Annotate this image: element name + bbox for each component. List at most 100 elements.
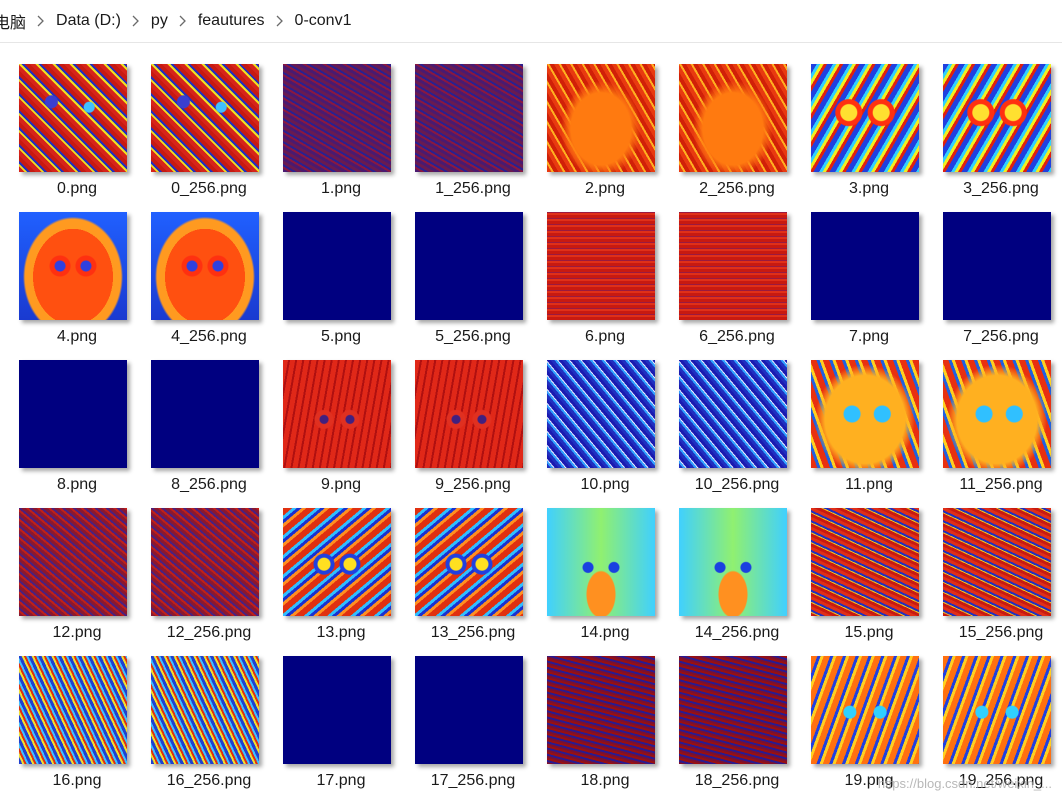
file-item[interactable]: 6.png bbox=[528, 190, 660, 345]
chevron-right-icon[interactable] bbox=[121, 15, 151, 27]
file-thumbnail[interactable] bbox=[19, 212, 127, 320]
file-thumbnail[interactable] bbox=[283, 508, 391, 616]
file-name-label[interactable]: 8.png bbox=[56, 476, 98, 493]
file-name-label[interactable]: 6.png bbox=[584, 328, 626, 345]
file-name-label[interactable]: 9_256.png bbox=[435, 476, 511, 493]
chevron-right-icon[interactable] bbox=[168, 15, 198, 27]
file-name-label[interactable]: 12.png bbox=[52, 624, 102, 641]
file-thumbnail[interactable] bbox=[943, 508, 1051, 616]
breadcrumb-item-current[interactable]: 0-conv1 bbox=[294, 12, 352, 29]
file-name-label[interactable]: 0_256.png bbox=[171, 180, 247, 197]
file-thumbnail[interactable] bbox=[415, 656, 523, 764]
breadcrumb-item-pc[interactable]: 电脑 bbox=[0, 15, 27, 32]
file-name-label[interactable]: 7_256.png bbox=[963, 328, 1039, 345]
file-item[interactable]: 11_256.png bbox=[924, 338, 1056, 493]
file-name-label[interactable]: 10_256.png bbox=[694, 476, 780, 493]
file-thumbnail[interactable] bbox=[151, 64, 259, 172]
file-item[interactable]: 2.png bbox=[528, 42, 660, 197]
file-thumbnail[interactable] bbox=[19, 508, 127, 616]
file-thumbnail[interactable] bbox=[19, 360, 127, 468]
file-thumbnail[interactable] bbox=[151, 656, 259, 764]
file-thumbnail[interactable] bbox=[547, 212, 655, 320]
file-item[interactable]: 17_256.png bbox=[396, 634, 528, 789]
file-item[interactable]: 18.png bbox=[528, 634, 660, 789]
chevron-right-icon[interactable] bbox=[265, 15, 295, 27]
file-thumbnail[interactable] bbox=[943, 656, 1051, 764]
file-item[interactable]: 18_256.png bbox=[660, 634, 792, 789]
address-bar[interactable]: 电脑 Data (D:) py feautures 0-conv1 bbox=[0, 0, 1062, 43]
file-thumbnail[interactable] bbox=[547, 656, 655, 764]
file-name-label[interactable]: 3.png bbox=[848, 180, 890, 197]
file-name-label[interactable]: 1.png bbox=[320, 180, 362, 197]
file-thumbnail[interactable] bbox=[283, 656, 391, 764]
file-name-label[interactable]: 17.png bbox=[316, 772, 366, 789]
file-name-label[interactable]: 19.png bbox=[844, 772, 894, 789]
file-thumbnail[interactable] bbox=[811, 64, 919, 172]
chevron-right-icon[interactable] bbox=[26, 15, 56, 27]
file-name-label[interactable]: 11.png bbox=[845, 476, 893, 493]
file-item[interactable]: 9.png bbox=[264, 338, 396, 493]
file-item[interactable]: 1_256.png bbox=[396, 42, 528, 197]
file-thumbnail[interactable] bbox=[679, 212, 787, 320]
file-item[interactable]: 5_256.png bbox=[396, 190, 528, 345]
file-item[interactable]: 10.png bbox=[528, 338, 660, 493]
file-item[interactable]: 15_256.png bbox=[924, 486, 1056, 641]
file-name-label[interactable]: 15_256.png bbox=[958, 624, 1044, 641]
file-thumbnail[interactable] bbox=[19, 64, 127, 172]
file-item[interactable]: 4.png bbox=[0, 190, 132, 345]
file-item[interactable]: 3.png bbox=[792, 42, 924, 197]
file-name-label[interactable]: 4_256.png bbox=[171, 328, 247, 345]
file-name-label[interactable]: 5.png bbox=[320, 328, 362, 345]
file-name-label[interactable]: 19_256.png bbox=[958, 772, 1044, 789]
file-name-label[interactable]: 18_256.png bbox=[694, 772, 780, 789]
file-item[interactable]: 15.png bbox=[792, 486, 924, 641]
file-item[interactable]: 2_256.png bbox=[660, 42, 792, 197]
file-thumbnail[interactable] bbox=[19, 656, 127, 764]
file-item[interactable]: 13_256.png bbox=[396, 486, 528, 641]
file-thumbnail[interactable] bbox=[415, 360, 523, 468]
file-thumbnail[interactable] bbox=[679, 656, 787, 764]
file-thumbnail[interactable] bbox=[811, 212, 919, 320]
file-thumbnail[interactable] bbox=[283, 64, 391, 172]
file-item[interactable]: 12.png bbox=[0, 486, 132, 641]
file-item[interactable]: 4_256.png bbox=[132, 190, 264, 345]
file-thumbnail[interactable] bbox=[151, 508, 259, 616]
file-name-label[interactable]: 15.png bbox=[844, 624, 894, 641]
file-name-label[interactable]: 14.png bbox=[580, 624, 630, 641]
file-name-label[interactable]: 1_256.png bbox=[435, 180, 511, 197]
file-item[interactable]: 7_256.png bbox=[924, 190, 1056, 345]
file-name-label[interactable]: 11_256.png bbox=[959, 476, 1043, 493]
file-thumbnail[interactable] bbox=[943, 212, 1051, 320]
file-name-label[interactable]: 13.png bbox=[316, 624, 366, 641]
file-name-label[interactable]: 6_256.png bbox=[699, 328, 775, 345]
file-thumbnail[interactable] bbox=[283, 360, 391, 468]
file-name-label[interactable]: 9.png bbox=[320, 476, 362, 493]
file-item[interactable]: 8.png bbox=[0, 338, 132, 493]
file-thumbnail[interactable] bbox=[811, 360, 919, 468]
file-item[interactable]: 16.png bbox=[0, 634, 132, 789]
file-item[interactable]: 6_256.png bbox=[660, 190, 792, 345]
file-thumbnail[interactable] bbox=[283, 212, 391, 320]
file-name-label[interactable]: 4.png bbox=[56, 328, 98, 345]
file-thumbnail[interactable] bbox=[679, 508, 787, 616]
file-name-label[interactable]: 17_256.png bbox=[430, 772, 516, 789]
file-name-label[interactable]: 0.png bbox=[56, 180, 98, 197]
file-item[interactable]: 12_256.png bbox=[132, 486, 264, 641]
file-thumbnail[interactable] bbox=[547, 360, 655, 468]
file-name-label[interactable]: 13_256.png bbox=[430, 624, 516, 641]
file-thumbnail[interactable] bbox=[415, 508, 523, 616]
file-name-label[interactable]: 10.png bbox=[580, 476, 630, 493]
breadcrumb-item-py[interactable]: py bbox=[150, 12, 168, 29]
file-name-label[interactable]: 16.png bbox=[52, 772, 102, 789]
file-name-label[interactable]: 8_256.png bbox=[171, 476, 247, 493]
file-item[interactable]: 0.png bbox=[0, 42, 132, 197]
file-item[interactable]: 13.png bbox=[264, 486, 396, 641]
file-item[interactable]: 3_256.png bbox=[924, 42, 1056, 197]
file-thumbnail[interactable] bbox=[415, 212, 523, 320]
file-thumbnail[interactable] bbox=[943, 64, 1051, 172]
file-item[interactable]: 11.png bbox=[792, 338, 924, 493]
file-thumbnail[interactable] bbox=[547, 508, 655, 616]
file-thumbnail[interactable] bbox=[679, 360, 787, 468]
file-thumbnail[interactable] bbox=[415, 64, 523, 172]
file-item[interactable]: 0_256.png bbox=[132, 42, 264, 197]
